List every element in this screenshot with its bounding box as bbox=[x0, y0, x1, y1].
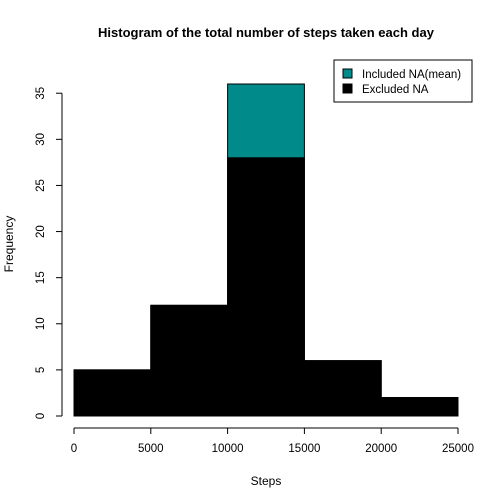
y-axis-label: Frequency bbox=[2, 216, 16, 273]
x-tick-label-0: 0 bbox=[71, 443, 77, 455]
x-tick-label-10000: 10000 bbox=[212, 443, 244, 455]
bars-group bbox=[74, 84, 458, 416]
legend-swatch-1 bbox=[343, 84, 352, 93]
x-tick-label-25000: 25000 bbox=[442, 443, 474, 455]
legend-swatch-0 bbox=[343, 69, 352, 78]
y-axis: 0 5 10 15 20 25 30 35 bbox=[35, 87, 62, 419]
x-tick-label-20000: 20000 bbox=[365, 443, 397, 455]
bar-excluded-1 bbox=[151, 305, 228, 416]
y-tick-label-25: 25 bbox=[35, 179, 47, 192]
y-tick-label-35: 35 bbox=[35, 87, 47, 100]
bar-excluded-4 bbox=[381, 398, 458, 416]
y-tick-label-15: 15 bbox=[35, 271, 47, 284]
bar-excluded-3 bbox=[304, 361, 381, 416]
legend-label-0: Included NA(mean) bbox=[362, 69, 461, 81]
x-tick-label-15000: 15000 bbox=[288, 443, 320, 455]
legend: Included NA(mean) Excluded NA bbox=[334, 60, 472, 102]
legend-label-1: Excluded NA bbox=[362, 84, 429, 96]
y-tick-label-20: 20 bbox=[35, 225, 47, 238]
y-tick-label-0: 0 bbox=[35, 413, 47, 419]
y-tick-label-5: 5 bbox=[35, 367, 47, 373]
y-tick-label-30: 30 bbox=[35, 133, 47, 146]
x-tick-label-5000: 5000 bbox=[138, 443, 164, 455]
y-tick-label-10: 10 bbox=[35, 317, 47, 330]
x-axis-label: Steps bbox=[251, 474, 282, 488]
chart-title: Histogram of the total number of steps t… bbox=[98, 25, 435, 40]
bar-excluded-0 bbox=[74, 370, 151, 416]
x-axis: 0 5000 10000 15000 20000 25000 bbox=[71, 428, 474, 455]
bar-excluded-2 bbox=[228, 158, 305, 416]
